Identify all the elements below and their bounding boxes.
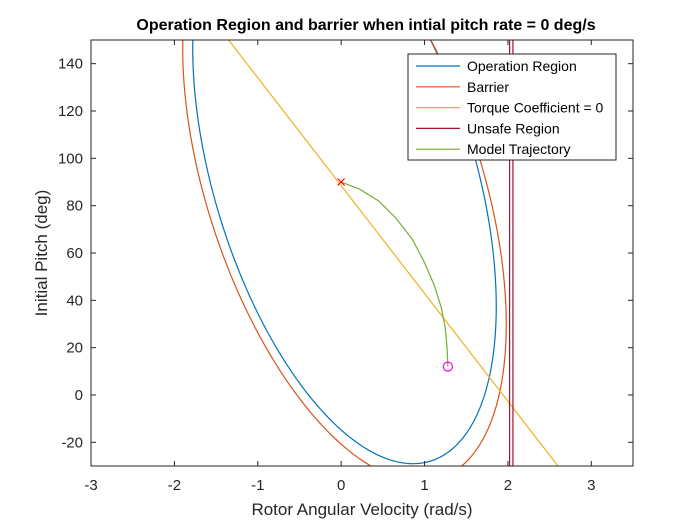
y-tick-label: 100	[58, 150, 83, 167]
x-axis-label: Rotor Angular Velocity (rad/s)	[251, 500, 472, 519]
chart-title: Operation Region and barrier when intial…	[136, 17, 595, 34]
x-tick-label: 1	[420, 477, 428, 494]
x-tick-label: -2	[168, 477, 181, 494]
x-tick-label: -1	[251, 477, 264, 494]
end-point-marker	[442, 361, 453, 372]
x-tick-label: 3	[587, 477, 595, 494]
y-tick-label: 0	[75, 387, 83, 404]
legend-label-torque-coefficient-0: Torque Coefficient = 0	[467, 100, 604, 116]
y-tick-label: 20	[66, 340, 83, 357]
y-tick-label: 140	[58, 56, 83, 73]
y-tick-label: 40	[66, 292, 83, 309]
marker-layer	[337, 178, 453, 372]
series-line-operation-region	[192, 40, 497, 465]
legend: Operation Region Barrier Torque Coefficien…	[407, 53, 617, 161]
legend-label-operation-region: Operation Region	[467, 58, 577, 74]
y-tick-label: 80	[66, 198, 83, 215]
y-axis-label: Initial Pitch (deg)	[32, 190, 51, 317]
series-line-model-trajectory	[340, 181, 449, 367]
x-tick-label: -3	[84, 477, 97, 494]
series-line-unsafe-region	[508, 40, 514, 466]
tick-layer: -3 -2 -1 0 1 2 3 -20 0 20 40 60 80 100 120 140	[58, 40, 633, 494]
y-tick-label: 120	[58, 103, 83, 120]
series-line-torque-coefficient-0	[228, 40, 559, 466]
series-layer	[182, 40, 559, 466]
series-line-barrier	[182, 40, 507, 466]
legend-label-barrier: Barrier	[467, 79, 509, 95]
y-tick-label: 60	[66, 245, 83, 262]
x-tick-label: 0	[337, 477, 345, 494]
x-tick-label: 2	[504, 477, 512, 494]
legend-label-model-trajectory: Model Trajectory	[467, 141, 570, 157]
legend-label-unsafe-region: Unsafe Region	[467, 120, 560, 136]
start-point-marker	[337, 178, 346, 186]
y-tick-label: -20	[61, 434, 83, 451]
